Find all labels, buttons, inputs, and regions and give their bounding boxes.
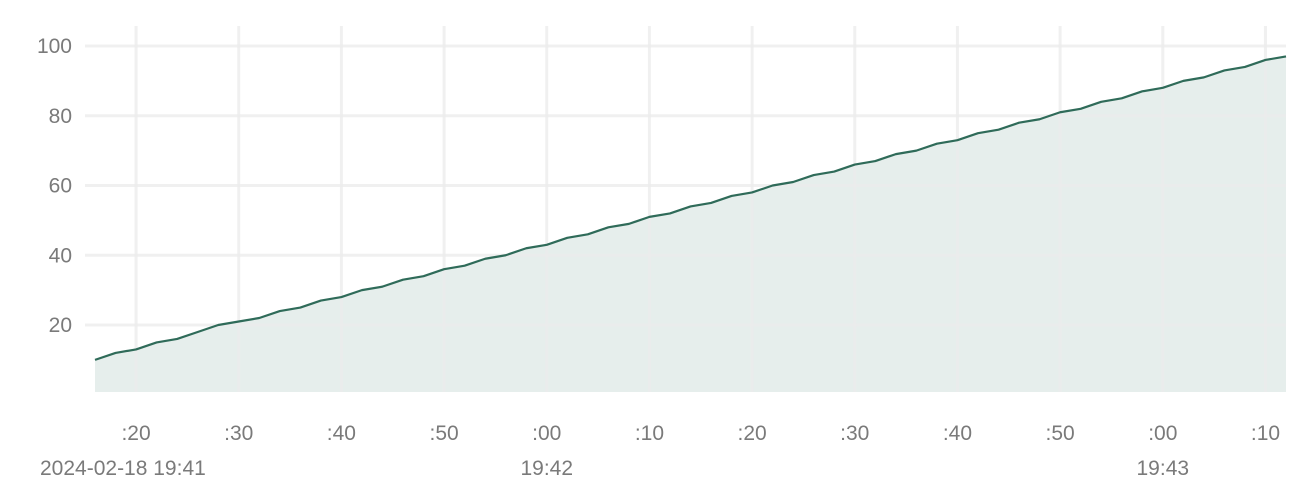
x-date-label: 19:42 <box>520 457 573 480</box>
x-tick-label: :00 <box>532 422 561 445</box>
y-tick-label: 60 <box>49 175 72 198</box>
y-axis: 20 40 60 80 100 <box>37 35 72 337</box>
y-tick-label: 40 <box>49 244 72 267</box>
x-tick-label: :40 <box>943 422 972 445</box>
x-tick-label: :50 <box>429 422 458 445</box>
x-date-label: 2024-02-18 19:41 <box>40 457 206 480</box>
x-tick-label: :40 <box>327 422 356 445</box>
x-axis: :20 :30 :40 :50 :00 :10 :20 :30 :40 :50 :00 :10 2024… <box>40 422 1280 480</box>
y-tick-label: 100 <box>37 35 72 58</box>
x-tick-label: :30 <box>224 422 253 445</box>
x-tick-label: :20 <box>121 422 150 445</box>
x-tick-label: :10 <box>635 422 664 445</box>
x-tick-label: :10 <box>1251 422 1280 445</box>
x-tick-label: :30 <box>840 422 869 445</box>
line-layer <box>94 55 1287 361</box>
area-fill <box>95 56 1286 393</box>
x-date-label: 19:43 <box>1137 457 1190 480</box>
grid-layer <box>85 26 1286 392</box>
y-tick-label: 20 <box>49 314 72 337</box>
y-tick-label: 80 <box>49 105 72 128</box>
x-tick-label: :50 <box>1046 422 1075 445</box>
area-layer <box>95 56 1286 393</box>
x-tick-label: :00 <box>1148 422 1177 445</box>
x-tick-label: :20 <box>738 422 767 445</box>
